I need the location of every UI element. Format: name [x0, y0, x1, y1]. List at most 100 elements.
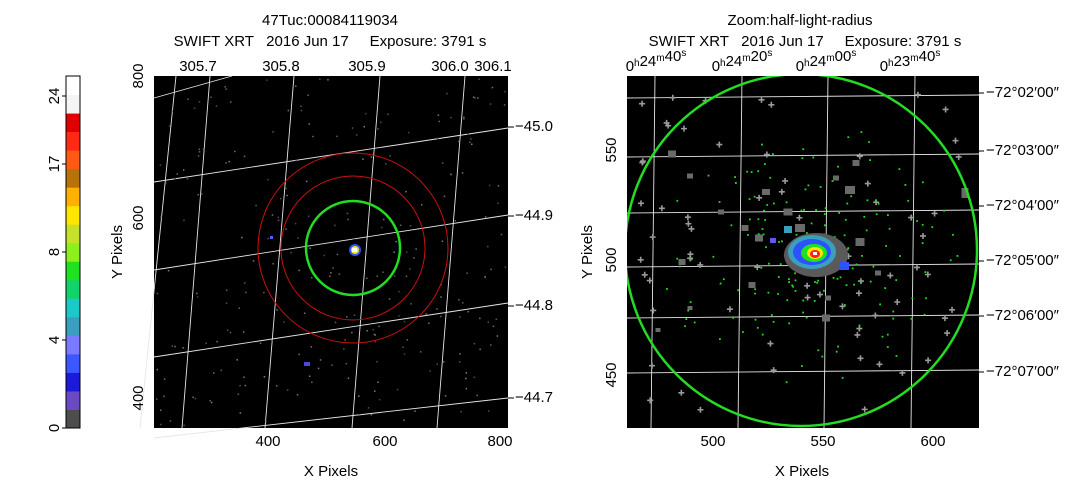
left-event [399, 224, 402, 226]
left-event [441, 240, 444, 242]
right-green-dot [690, 258, 693, 261]
right-green-dot [814, 281, 816, 283]
left-event [429, 370, 431, 372]
right-grey-source [718, 209, 724, 215]
left-event [277, 219, 280, 222]
right-grey-source [748, 282, 756, 288]
left-event [294, 222, 297, 225]
right-green-dot [885, 245, 887, 247]
right-green-dot [815, 209, 817, 211]
left-event [220, 369, 222, 372]
left-x-tick-label: 400 [255, 433, 280, 450]
left-event [403, 419, 405, 421]
right-green-dot [788, 322, 791, 325]
left-event [491, 86, 494, 89]
left-event [403, 353, 406, 355]
right-star-cross [856, 153, 863, 160]
right-green-dot [853, 283, 855, 286]
left-event [225, 302, 228, 304]
right-grey-source [741, 225, 749, 231]
colorbar-segment [66, 316, 80, 336]
right-green-dot [773, 202, 775, 205]
right-green-dot [879, 303, 881, 306]
left-event [409, 268, 411, 270]
right-green-dot [813, 300, 816, 302]
right-y-tick-label: 450 [603, 362, 620, 387]
right-green-dot [924, 271, 927, 273]
right-green-dot [764, 219, 767, 221]
right-green-dot [786, 299, 789, 302]
right-ra-grid-line [910, 76, 916, 428]
left-event [472, 96, 475, 98]
left-event [193, 107, 196, 109]
left-event [295, 159, 297, 162]
right-star-cross [770, 367, 777, 374]
left-event [450, 116, 452, 119]
left-event [366, 330, 368, 332]
left-event [407, 131, 410, 134]
left-event [266, 79, 268, 81]
right-green-dot [846, 202, 849, 205]
left-event [329, 275, 331, 277]
right-green-dot [839, 276, 842, 279]
right-star-cross [804, 282, 811, 289]
left-event [458, 140, 460, 143]
right-green-dot [898, 168, 901, 170]
right-dec-tick-label: −72°03′00″ [986, 142, 1060, 159]
left-event [467, 133, 469, 135]
left-axes: 400 600 800 400 600 800 305.7 305.8 305.9 306.0 30… [130, 58, 553, 450]
right-star-cross [647, 397, 654, 404]
right-star-cross [804, 294, 811, 301]
right-green-dot [757, 170, 760, 173]
left-event [296, 394, 299, 396]
left-event [225, 162, 227, 164]
left-event [413, 257, 415, 259]
right-star-cross [857, 355, 864, 362]
left-source [270, 236, 361, 366]
left-event [308, 375, 311, 377]
right-green-dot [749, 218, 751, 221]
right-star-cross [649, 362, 656, 369]
right-star-cross [639, 158, 646, 165]
left-event [367, 407, 370, 409]
left-event [438, 120, 441, 123]
left-event [271, 339, 273, 342]
left-event [504, 91, 506, 93]
left-event [477, 97, 479, 99]
left-event [307, 94, 309, 96]
right-dec-tick-label: −72°02′00″ [986, 84, 1060, 101]
right-green-dot [824, 207, 827, 210]
right-green-dot [794, 290, 797, 292]
right-star-cross [839, 303, 846, 310]
right-y-axis-label: Y Pixels [579, 225, 596, 279]
left-event [353, 314, 356, 316]
right-dec-grid-line [627, 369, 979, 374]
left-event [484, 216, 487, 218]
colorbar-segment [66, 261, 80, 281]
left-event [398, 315, 400, 317]
right-green-dot [757, 233, 760, 236]
right-green-dot [791, 284, 794, 287]
left-event [336, 253, 339, 256]
right-green-dot [788, 278, 790, 280]
right-grey-source [687, 306, 693, 310]
left-event [484, 276, 486, 279]
right-green-dot [772, 321, 775, 323]
left-ra-tick-label: 305.7 [179, 58, 217, 75]
right-green-dot [792, 285, 794, 288]
left-event [338, 273, 341, 275]
left-event [381, 226, 383, 229]
right-dec-grid-line [627, 314, 979, 319]
left-event [454, 220, 456, 222]
left-event [490, 344, 492, 346]
left-event [323, 254, 325, 257]
right-green-dot [722, 278, 725, 281]
left-event [347, 377, 350, 379]
right-star-cross [726, 306, 733, 313]
right-ra-tick-label: 0h24m00s [796, 48, 857, 75]
right-star-cross [685, 220, 692, 227]
right-green-dot [892, 317, 895, 320]
left-event [312, 135, 314, 138]
left-event [306, 180, 308, 183]
left-event [458, 361, 461, 363]
